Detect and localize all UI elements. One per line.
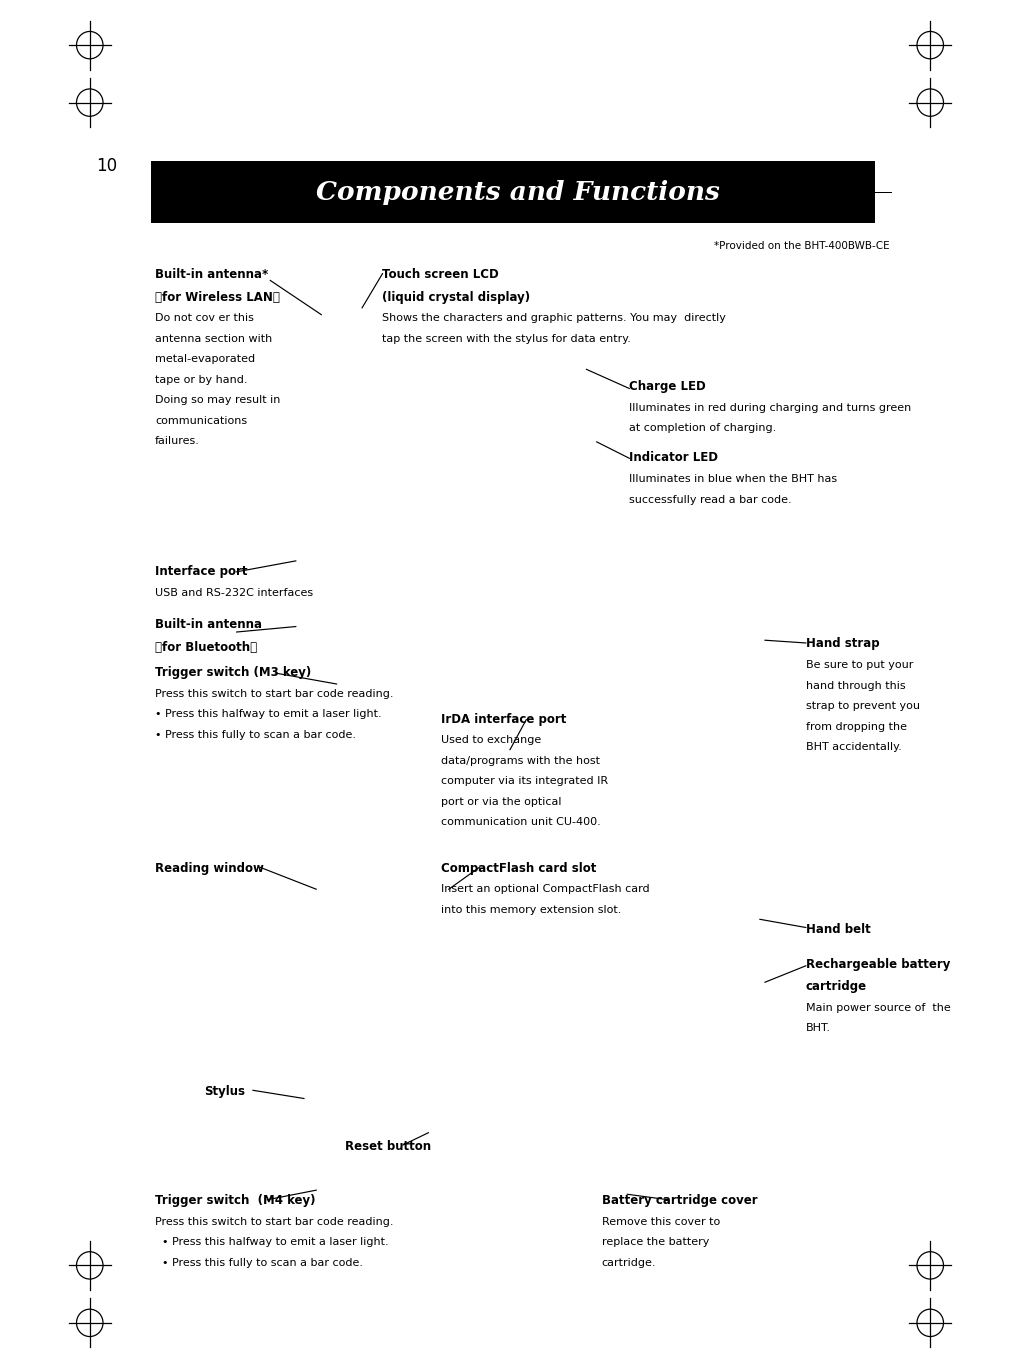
Text: tap the screen with the stylus for data entry.: tap the screen with the stylus for data … <box>382 334 631 343</box>
Bar <box>151 161 892 223</box>
Text: replace the battery: replace the battery <box>601 1237 708 1248</box>
Text: cartridge.: cartridge. <box>601 1259 655 1268</box>
Text: Components and Functions: Components and Functions <box>316 179 719 205</box>
Text: Rechargeable battery: Rechargeable battery <box>805 958 950 971</box>
Text: antenna section with: antenna section with <box>155 334 272 343</box>
Text: data/programs with the host: data/programs with the host <box>440 755 599 766</box>
Text: communications: communications <box>155 416 247 425</box>
Text: Main power source of  the: Main power source of the <box>805 1003 950 1012</box>
Text: Do not cov er this: Do not cov er this <box>155 313 254 323</box>
Text: computer via its integrated IR: computer via its integrated IR <box>440 777 607 787</box>
Bar <box>874 161 892 192</box>
Text: • Press this fully to scan a bar code.: • Press this fully to scan a bar code. <box>155 1259 363 1268</box>
Text: Illuminates in red during charging and turns green: Illuminates in red during charging and t… <box>629 402 911 413</box>
Bar <box>155 862 868 1190</box>
Text: metal-evaporated: metal-evaporated <box>155 354 255 364</box>
Text: from dropping the: from dropping the <box>805 722 906 732</box>
Text: strap to prevent you: strap to prevent you <box>805 702 919 711</box>
Text: Charge LED: Charge LED <box>629 380 705 394</box>
Text: Built-in antenna: Built-in antenna <box>155 618 262 632</box>
Bar <box>874 193 892 223</box>
Text: USB and RS-232C interfaces: USB and RS-232C interfaces <box>155 588 313 598</box>
Text: Built-in antenna*: Built-in antenna* <box>155 268 268 282</box>
Text: • Press this halfway to emit a laser light.: • Press this halfway to emit a laser lig… <box>155 709 381 720</box>
Text: Doing so may result in: Doing so may result in <box>155 395 280 405</box>
Text: Interface port: Interface port <box>155 565 248 579</box>
Text: CompactFlash card slot: CompactFlash card slot <box>440 862 595 876</box>
Text: Reading window: Reading window <box>155 862 264 876</box>
Text: Touch screen LCD: Touch screen LCD <box>382 268 498 282</box>
Text: tape or by hand.: tape or by hand. <box>155 375 248 384</box>
Text: Press this switch to start bar code reading.: Press this switch to start bar code read… <box>155 1218 393 1227</box>
Text: at completion of charging.: at completion of charging. <box>629 424 775 434</box>
Text: Trigger switch  (M4 key): Trigger switch (M4 key) <box>155 1194 315 1208</box>
Text: BHT accidentally.: BHT accidentally. <box>805 743 901 752</box>
Bar <box>155 260 868 848</box>
Text: Reset button: Reset button <box>344 1140 430 1153</box>
Text: Stylus: Stylus <box>204 1085 245 1099</box>
Text: Hand strap: Hand strap <box>805 637 878 651</box>
Text: failures.: failures. <box>155 436 200 446</box>
Text: Indicator LED: Indicator LED <box>629 451 717 465</box>
Text: Hand belt: Hand belt <box>805 923 869 937</box>
Text: for Bluetooth: for Bluetooth <box>155 640 257 654</box>
Text: 10: 10 <box>96 157 117 175</box>
Text: BHT.: BHT. <box>805 1023 830 1033</box>
Text: • Press this fully to scan a bar code.: • Press this fully to scan a bar code. <box>155 731 356 740</box>
Text: Remove this cover to: Remove this cover to <box>601 1218 719 1227</box>
Text: for Wireless LAN: for Wireless LAN <box>155 291 279 304</box>
Text: IrDA interface port: IrDA interface port <box>440 713 566 726</box>
Text: Trigger switch (M3 key): Trigger switch (M3 key) <box>155 666 311 680</box>
Text: into this memory extension slot.: into this memory extension slot. <box>440 906 621 915</box>
Text: hand through this: hand through this <box>805 681 905 691</box>
Text: Be sure to put your: Be sure to put your <box>805 661 912 670</box>
Text: Battery cartridge cover: Battery cartridge cover <box>601 1194 757 1208</box>
Text: Shows the characters and graphic patterns. You may  directly: Shows the characters and graphic pattern… <box>382 313 726 323</box>
Text: *Provided on the BHT-400BWB-CE: *Provided on the BHT-400BWB-CE <box>713 241 889 250</box>
Text: Illuminates in blue when the BHT has: Illuminates in blue when the BHT has <box>629 475 837 484</box>
Text: successfully read a bar code.: successfully read a bar code. <box>629 495 791 505</box>
Text: (liquid crystal display): (liquid crystal display) <box>382 291 530 304</box>
Text: communication unit CU-400.: communication unit CU-400. <box>440 818 600 828</box>
Text: • Press this halfway to emit a laser light.: • Press this halfway to emit a laser lig… <box>155 1237 388 1248</box>
Text: Insert an optional CompactFlash card: Insert an optional CompactFlash card <box>440 885 649 895</box>
Text: port or via the optical: port or via the optical <box>440 796 560 807</box>
Text: cartridge: cartridge <box>805 979 866 993</box>
Text: Used to exchange: Used to exchange <box>440 736 540 746</box>
Text: Press this switch to start bar code reading.: Press this switch to start bar code read… <box>155 688 393 699</box>
